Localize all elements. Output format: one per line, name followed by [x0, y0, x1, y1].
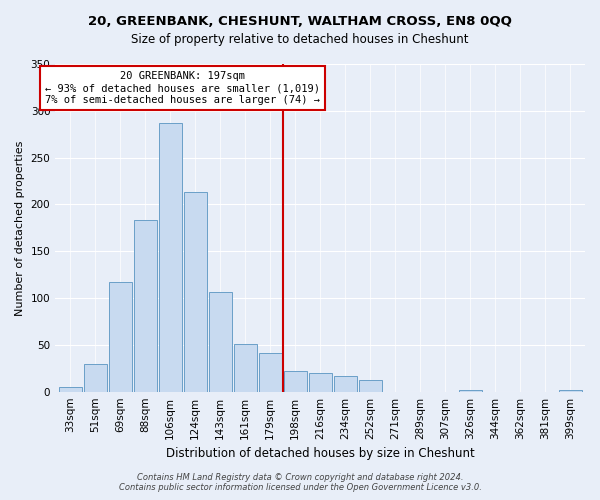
Bar — [458, 390, 482, 392]
Y-axis label: Number of detached properties: Number of detached properties — [15, 140, 25, 316]
Bar — [233, 344, 257, 392]
Text: 20 GREENBANK: 197sqm
← 93% of detached houses are smaller (1,019)
7% of semi-det: 20 GREENBANK: 197sqm ← 93% of detached h… — [45, 72, 320, 104]
Bar — [209, 292, 232, 392]
Bar — [284, 371, 307, 392]
Bar — [334, 376, 356, 392]
Bar — [308, 373, 332, 392]
Bar — [83, 364, 107, 392]
Bar — [109, 282, 131, 392]
Bar — [559, 390, 581, 392]
Bar — [259, 354, 281, 392]
Bar — [184, 192, 206, 392]
Bar — [59, 387, 82, 392]
Text: 20, GREENBANK, CHESHUNT, WALTHAM CROSS, EN8 0QQ: 20, GREENBANK, CHESHUNT, WALTHAM CROSS, … — [88, 15, 512, 28]
Text: Size of property relative to detached houses in Cheshunt: Size of property relative to detached ho… — [131, 32, 469, 46]
Text: Contains HM Land Registry data © Crown copyright and database right 2024.
Contai: Contains HM Land Registry data © Crown c… — [119, 473, 481, 492]
Bar — [158, 123, 182, 392]
X-axis label: Distribution of detached houses by size in Cheshunt: Distribution of detached houses by size … — [166, 447, 475, 460]
Bar — [134, 220, 157, 392]
Bar — [359, 380, 382, 392]
